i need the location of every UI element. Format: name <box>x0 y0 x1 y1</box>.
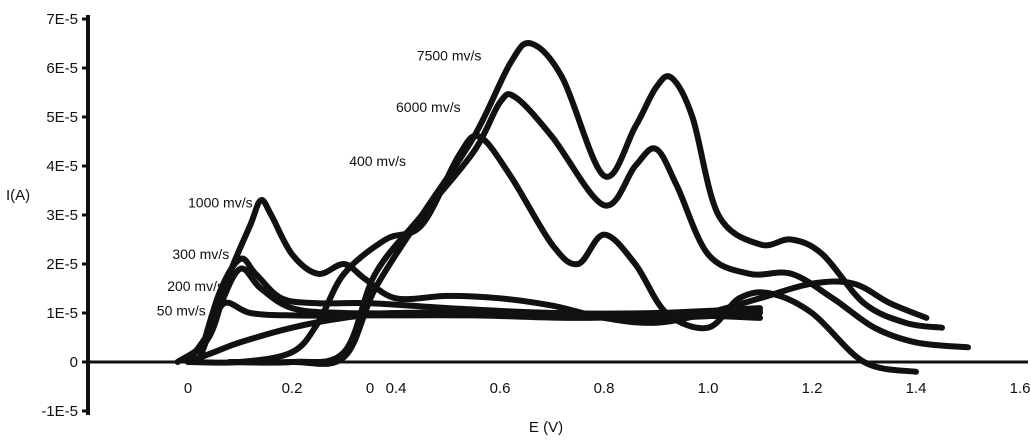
y-tick-label: 1E-5 <box>46 305 78 322</box>
x-tick-label: 0.8 <box>594 380 615 397</box>
voltammogram-curve-3 <box>185 132 919 375</box>
scan-rate-label: 200 mv/s <box>167 278 224 294</box>
y-tick-label: 4E-5 <box>46 158 78 175</box>
voltammogram-curve-8 <box>185 307 763 365</box>
y-tick-label: 6E-5 <box>46 60 78 77</box>
voltammogram-curve-2 <box>226 91 971 366</box>
scan-rate-label: 6000 mv/s <box>396 99 461 115</box>
x-axis-label: E (V) <box>529 419 563 436</box>
voltammogram-curve-4 <box>174 197 930 365</box>
x-tick-label: 1.6 <box>1010 380 1031 397</box>
scan-rate-label: 50 mv/s <box>157 302 206 318</box>
series-layer <box>174 40 971 375</box>
x-tick-label: 0 <box>184 380 192 397</box>
y-tick-label: 3E-5 <box>46 207 78 224</box>
x-tick-label: 0.4 <box>386 380 407 397</box>
x-tick-label: 0 <box>366 380 374 397</box>
y-tick-label: 7E-5 <box>46 11 78 28</box>
voltammogram-curve-1 <box>226 40 945 367</box>
y-tick-label: 2E-5 <box>46 256 78 273</box>
x-tick-label: 0.6 <box>490 380 511 397</box>
scan-rate-label: 300 mv/s <box>172 246 229 262</box>
y-tick-label: 5E-5 <box>46 109 78 126</box>
x-tick-label: 1.2 <box>802 380 823 397</box>
scan-rate-label: 7500 mv/s <box>417 48 482 64</box>
scan-rate-label: 400 mv/s <box>349 153 406 169</box>
y-tick-label: 0 <box>70 354 78 371</box>
scan-rate-label: 1000 mv/s <box>188 195 253 211</box>
x-tick-label: 0.2 <box>282 380 303 397</box>
y-tick-label: -1E-5 <box>41 403 78 420</box>
annotation-layer: 7500 mv/s 6000 mv/s 400 mv/s 1000 mv/s 300 m… <box>157 48 482 319</box>
x-tick-label: 1.4 <box>906 380 927 397</box>
y-axis-label: I(A) <box>6 187 30 204</box>
x-tick-label: 1.0 <box>698 380 719 397</box>
